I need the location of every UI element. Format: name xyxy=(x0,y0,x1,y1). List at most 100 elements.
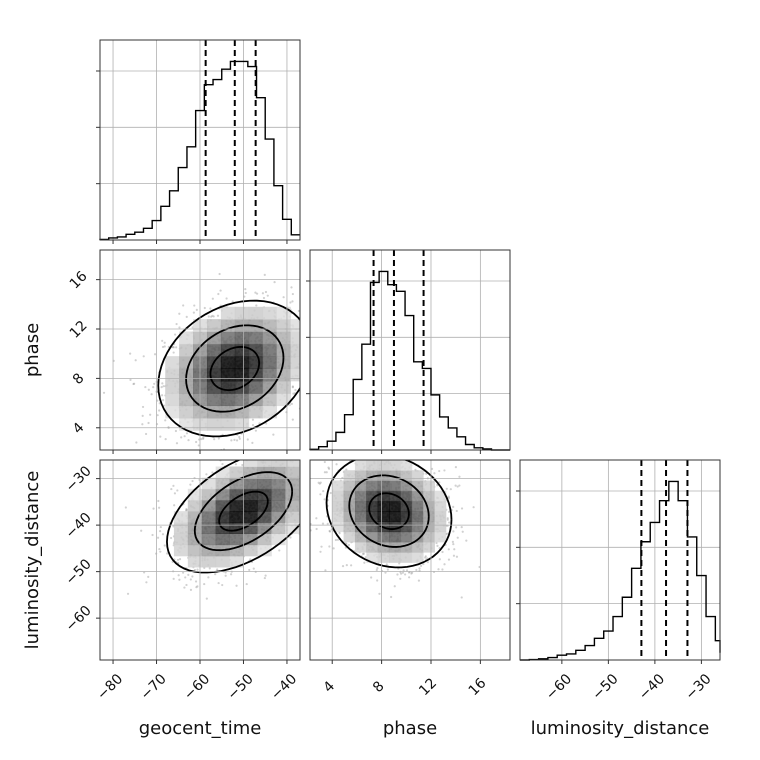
sample-point xyxy=(364,447,366,449)
sample-point xyxy=(238,435,241,439)
sample-point xyxy=(262,296,266,300)
sample-point xyxy=(443,563,446,566)
contour-line xyxy=(218,490,269,532)
density-cell xyxy=(366,541,379,553)
density-cell xyxy=(411,552,424,563)
density-cell xyxy=(299,500,300,512)
sample-point xyxy=(329,491,332,495)
sample-point xyxy=(325,471,328,474)
sample-point xyxy=(454,466,457,469)
sample-point xyxy=(303,486,305,488)
density-cell xyxy=(248,356,264,370)
density-cell xyxy=(229,522,244,534)
density-cell xyxy=(290,356,300,370)
sample-point xyxy=(156,414,159,417)
sample-point xyxy=(418,567,421,570)
x-tick-label: −70 xyxy=(138,671,170,703)
sample-point xyxy=(133,382,136,385)
density-cell xyxy=(201,555,217,568)
sample-point xyxy=(456,485,459,488)
sample-point xyxy=(145,581,148,584)
sample-point xyxy=(202,436,205,439)
sample-point xyxy=(187,439,190,442)
density-cell xyxy=(400,531,413,543)
sample-point xyxy=(410,572,413,575)
density-cell xyxy=(229,477,244,490)
density-cell xyxy=(332,480,345,492)
density-cell xyxy=(299,477,300,490)
sample-point xyxy=(455,509,458,513)
density-cell xyxy=(179,343,194,357)
density-cell xyxy=(215,466,231,479)
sample-point xyxy=(328,530,332,533)
density-cell xyxy=(257,511,272,523)
density-cell xyxy=(229,555,244,568)
density-cell xyxy=(411,511,424,522)
density-cell xyxy=(257,477,272,490)
sample-point xyxy=(218,272,221,276)
sample-point xyxy=(448,521,451,524)
sample-point xyxy=(129,378,132,381)
sample-point xyxy=(273,281,276,284)
density-cell xyxy=(179,417,194,431)
sample-point xyxy=(302,316,304,318)
sample-point xyxy=(458,475,461,478)
sample-point xyxy=(176,558,180,561)
marks-layer xyxy=(99,40,721,661)
sample-point xyxy=(178,558,182,561)
sample-point xyxy=(207,315,210,318)
sample-point xyxy=(193,304,196,307)
x-tick-label: −50 xyxy=(225,671,257,703)
density-cell xyxy=(285,511,300,523)
sample-point xyxy=(313,497,315,499)
panel-geocent_time-phase xyxy=(102,272,327,450)
density-cell xyxy=(423,500,435,512)
sample-point xyxy=(251,418,255,421)
density-cell xyxy=(389,500,401,512)
sample-point xyxy=(173,492,177,495)
sample-point xyxy=(235,584,238,587)
density-cell xyxy=(290,368,300,382)
sample-point xyxy=(324,379,326,381)
sample-point xyxy=(264,455,266,457)
density-cell xyxy=(215,511,231,523)
density-cell xyxy=(285,466,300,479)
y-tick-label: 8 xyxy=(70,370,88,388)
density-cell xyxy=(434,521,447,533)
sample-point xyxy=(193,568,197,572)
sample-point xyxy=(245,582,248,586)
sample-point xyxy=(272,433,275,436)
sample-point xyxy=(322,489,325,493)
sample-point xyxy=(248,568,251,572)
sample-point xyxy=(332,547,335,550)
density-cell xyxy=(366,500,379,512)
sample-point xyxy=(458,484,461,487)
sample-point xyxy=(159,550,162,553)
sample-point xyxy=(318,491,320,493)
sample-point xyxy=(315,497,317,499)
panel-frame xyxy=(309,459,511,661)
x-tick-label: −40 xyxy=(268,671,300,703)
sample-point xyxy=(400,456,402,458)
sample-point xyxy=(144,385,147,389)
sample-point xyxy=(426,561,429,564)
sample-point xyxy=(246,438,249,441)
sample-point xyxy=(298,422,300,424)
sample-point xyxy=(266,294,269,297)
sample-point xyxy=(325,311,327,313)
density-cell xyxy=(234,306,250,320)
sample-point xyxy=(317,346,319,348)
density-cell xyxy=(243,466,258,479)
density-cell xyxy=(271,477,286,490)
sample-point xyxy=(180,436,183,439)
sample-point xyxy=(126,592,130,595)
density-cell xyxy=(215,477,231,490)
density-cell xyxy=(343,480,356,492)
sample-point xyxy=(205,597,208,600)
sample-point xyxy=(303,527,305,529)
x-tick-label: −40 xyxy=(636,671,668,703)
sample-point xyxy=(160,386,163,389)
sample-point xyxy=(447,558,451,561)
sample-point xyxy=(386,568,389,571)
sample-point xyxy=(307,476,309,478)
